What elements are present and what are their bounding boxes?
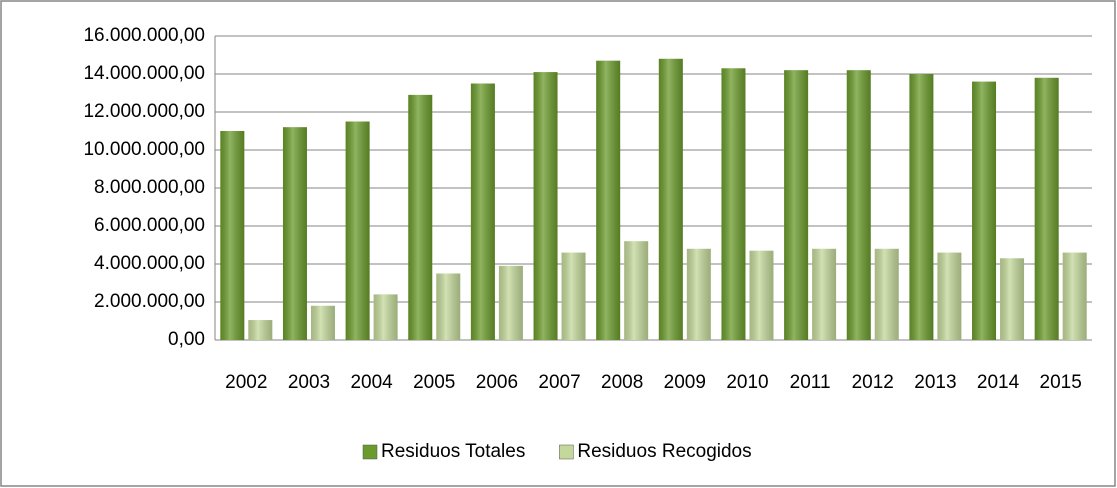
bar-shading bbox=[470, 83, 495, 340]
bar-shading bbox=[721, 68, 746, 341]
bar-shading bbox=[909, 74, 934, 340]
x-tick-label: 2014 bbox=[977, 372, 1020, 393]
y-tick-label: 14.000.000,00 bbox=[83, 63, 205, 84]
bar-shading bbox=[373, 294, 398, 340]
bar-shading bbox=[1000, 258, 1025, 340]
bar-shading bbox=[310, 305, 335, 340]
x-tick-label: 2015 bbox=[1040, 372, 1082, 393]
legend-swatch bbox=[559, 444, 574, 460]
legend-swatch bbox=[362, 444, 378, 460]
legend-label: Residuos Totales bbox=[381, 441, 525, 462]
bar-shading bbox=[248, 320, 273, 340]
bar-shading bbox=[972, 81, 997, 340]
bar-shading bbox=[686, 248, 711, 340]
x-tick-label: 2013 bbox=[914, 372, 956, 393]
bar-shading bbox=[624, 241, 649, 340]
y-tick-label: 4.000.000,00 bbox=[94, 253, 205, 274]
x-tick-label: 2003 bbox=[288, 372, 330, 393]
bar-shading bbox=[937, 252, 962, 340]
x-tick-label: 2009 bbox=[664, 372, 706, 393]
bar-shading bbox=[1062, 252, 1087, 340]
x-tick-label: 2012 bbox=[852, 372, 894, 393]
y-tick-label: 0,00 bbox=[168, 329, 205, 350]
x-tick-label: 2007 bbox=[538, 372, 580, 393]
y-tick-label: 6.000.000,00 bbox=[94, 215, 205, 236]
bar-shading bbox=[1034, 77, 1059, 341]
bar-shading bbox=[596, 60, 621, 340]
y-tick-label: 2.000.000,00 bbox=[94, 291, 205, 312]
bar-shading bbox=[436, 273, 461, 340]
bar-shading bbox=[533, 72, 558, 340]
x-tick-label: 2002 bbox=[225, 372, 267, 393]
bar-shading bbox=[498, 265, 523, 340]
bar-shading bbox=[812, 248, 837, 340]
bar-shading bbox=[561, 252, 586, 340]
legend-label: Residuos Recogidos bbox=[577, 441, 751, 462]
bar-shading bbox=[874, 248, 899, 340]
bar-shading bbox=[846, 70, 871, 340]
y-tick-label: 16.000.000,00 bbox=[83, 25, 205, 46]
x-tick-label: 2010 bbox=[726, 372, 768, 393]
bar-shading bbox=[784, 70, 809, 340]
x-tick-label: 2006 bbox=[476, 372, 518, 393]
x-tick-label: 2011 bbox=[790, 372, 831, 393]
bar-shading bbox=[220, 131, 245, 340]
bar-shading bbox=[282, 127, 307, 340]
bar-shading bbox=[408, 94, 433, 341]
y-tick-label: 12.000.000,00 bbox=[83, 101, 205, 122]
x-tick-label: 2004 bbox=[350, 372, 393, 393]
x-tick-label: 2005 bbox=[413, 372, 455, 393]
y-tick-label: 8.000.000,00 bbox=[94, 177, 205, 198]
bar-shading bbox=[658, 58, 683, 341]
y-tick-label: 10.000.000,00 bbox=[83, 139, 205, 160]
bar-shading bbox=[749, 250, 774, 340]
x-tick-label: 2008 bbox=[601, 372, 643, 393]
bar-shading bbox=[345, 121, 370, 340]
